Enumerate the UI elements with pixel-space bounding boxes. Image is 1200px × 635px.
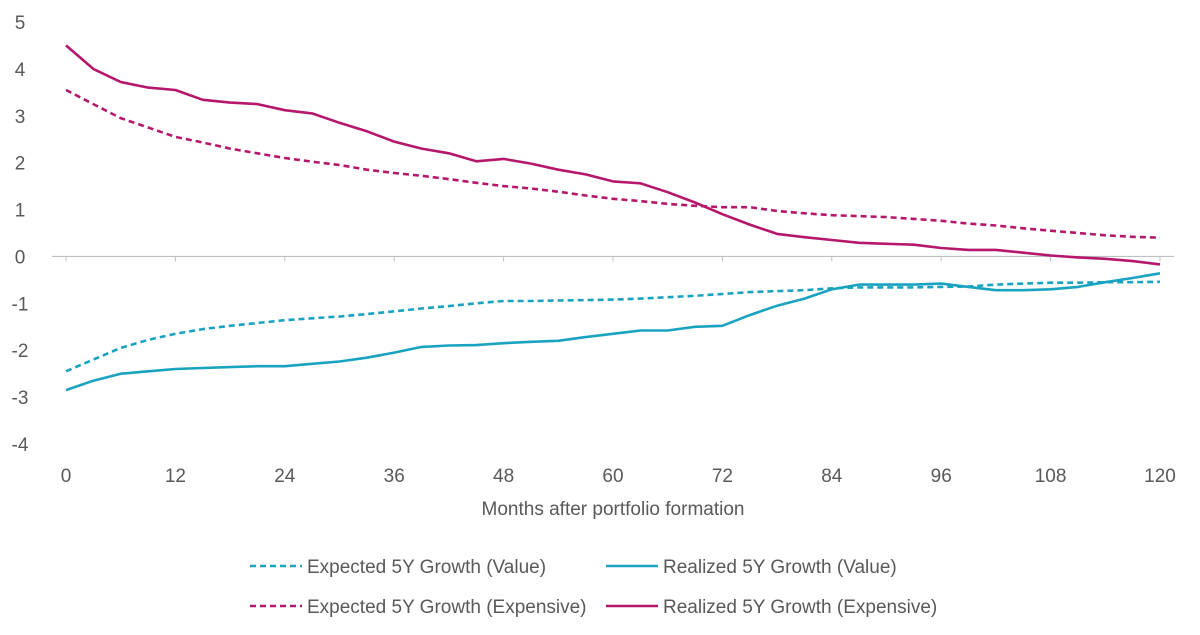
x-tick-label: 108 (1035, 466, 1067, 487)
x-tick-label: 0 (61, 466, 72, 487)
y-tick-label: 0 (15, 247, 26, 268)
legend-label: Realized 5Y Growth (Value) (663, 557, 897, 578)
series-line-expected-5y-growth-value (65, 280, 1161, 373)
y-tick-label: 4 (15, 60, 26, 81)
x-tick-label: 48 (493, 466, 514, 487)
series-line-realized-5y-growth-value (65, 272, 1161, 392)
y-tick-label: 1 (15, 201, 26, 222)
x-tick-label: 84 (821, 466, 843, 487)
y-tick-label: 3 (15, 107, 26, 128)
series-lines (65, 44, 1161, 392)
y-tick-label: 2 (15, 154, 26, 175)
x-tick-label: 12 (165, 466, 186, 487)
x-tick-label: 24 (274, 466, 296, 487)
y-tick-label: 5 (15, 13, 26, 34)
x-tick-label: 96 (931, 466, 952, 487)
y-axis-ticks: 5 4 3 2 1 0 -1 -2 -3 -4 (12, 13, 29, 456)
x-tick-label: 120 (1144, 466, 1176, 487)
y-tick-label: -4 (12, 435, 29, 456)
legend-label: Expected 5Y Growth (Expensive) (307, 597, 587, 618)
y-tick-label: -1 (12, 294, 29, 315)
legend-label: Expected 5Y Growth (Value) (307, 557, 546, 578)
x-tick-label: 36 (384, 466, 405, 487)
legend: Expected 5Y Growth (Value) Realized 5Y Gr… (250, 557, 937, 618)
legend-label: Realized 5Y Growth (Expensive) (663, 597, 937, 618)
x-axis-ticks: 0 12 24 36 48 60 72 84 96 108 120 (61, 256, 1176, 487)
x-axis-title: Months after portfolio formation (482, 499, 745, 520)
series-line-expected-5y-growth-expensive (65, 88, 1161, 239)
series-line-realized-5y-growth-expensive (65, 44, 1161, 266)
x-tick-label: 72 (712, 466, 733, 487)
y-tick-label: -3 (12, 388, 29, 409)
x-tick-label: 60 (602, 466, 623, 487)
y-tick-label: -2 (12, 341, 29, 362)
